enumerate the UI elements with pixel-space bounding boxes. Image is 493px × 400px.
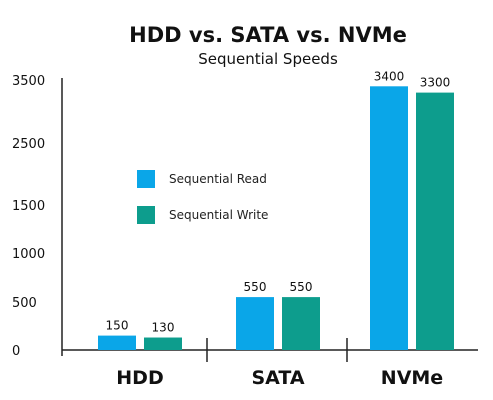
chart-title: HDD vs. SATA vs. NVMe [129,23,407,47]
bar-value-label: 150 [106,319,129,333]
bar [416,92,454,350]
bar-value-label: 3400 [374,69,405,83]
bars-group: 150 550 3400 130 550 3300 [98,69,454,351]
bar [144,337,182,350]
chart-subtitle: Sequential Speeds [198,50,338,68]
bar [370,86,408,351]
bar-value-label: 3300 [420,76,451,90]
y-tick-label: 0 [12,344,20,359]
x-tick-label: HDD [116,367,163,389]
bar [236,297,274,350]
y-tick-label: 1500 [12,199,45,214]
bar [282,297,320,350]
x-tick-label: NVMe [381,367,443,389]
legend-label: Sequential Read [169,172,267,186]
bar [98,335,136,350]
bar-value-label: 550 [290,280,313,294]
legend-swatch [137,170,155,188]
bar-value-label: 550 [244,280,267,294]
legend-swatch [137,206,155,224]
y-axis: 0 500 1000 1500 2500 3500 [12,74,63,359]
y-tick-label: 1000 [12,247,45,262]
y-tick-label: 3500 [12,74,45,89]
legend: Sequential Read Sequential Write [137,170,268,224]
y-tick-label: 2500 [12,137,45,152]
x-tick-label: SATA [251,367,304,389]
legend-label: Sequential Write [169,208,268,222]
bar-value-label: 130 [152,321,175,335]
y-tick-label: 500 [12,296,37,311]
